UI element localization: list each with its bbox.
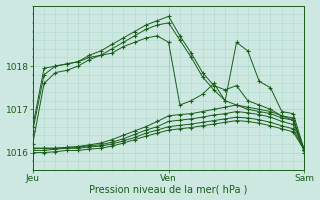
- X-axis label: Pression niveau de la mer( hPa ): Pression niveau de la mer( hPa ): [89, 184, 248, 194]
